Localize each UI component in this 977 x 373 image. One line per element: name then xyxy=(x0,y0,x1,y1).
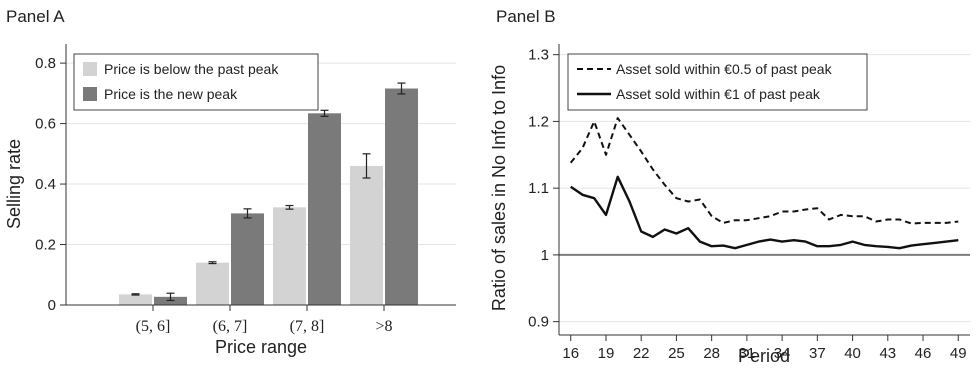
x-tick-label-28: 28 xyxy=(703,345,720,362)
x-tick-label-34: 34 xyxy=(774,345,791,362)
bar-price-is-below-the-past-peak-2 xyxy=(273,207,306,305)
x-tick-label-46: 46 xyxy=(915,345,932,362)
panel-b-legend-box xyxy=(567,53,868,111)
x-tick-label-0: (5, 6] xyxy=(136,318,171,335)
legend-label-new-peak: Price is the new peak xyxy=(104,86,238,102)
y-tick-label-1-1: 1.1 xyxy=(528,180,549,197)
panel-b-axes xyxy=(558,44,970,336)
y-tick-label-0-8: 0.8 xyxy=(35,55,56,72)
panel-a-title: Panel A xyxy=(6,7,65,26)
panel-b-legend: Asset sold within €0.5 of past peak Asse… xyxy=(567,53,868,111)
panel-b-title: Panel B xyxy=(496,7,556,26)
x-tick-label-37: 37 xyxy=(809,345,826,362)
x-tick-label-16: 16 xyxy=(562,345,579,362)
panel-a-legend-box xyxy=(73,53,319,111)
x-tick-label-25: 25 xyxy=(668,345,685,362)
panel-a-x-ticks: (5, 6] (6, 7] (7, 8] >8 xyxy=(136,305,393,335)
bar-price-is-below-the-past-peak-1 xyxy=(196,262,229,305)
panel-a-legend: Price is below the past peak Price is th… xyxy=(73,53,319,111)
panel-b-x-ticks: 16 19 22 25 28 31 34 37 40 43 46 49 xyxy=(562,335,967,362)
bar-price-is-below-the-past-peak-0 xyxy=(119,294,152,305)
series-line-asset-sold-within-1-of-past-peak xyxy=(570,175,959,250)
legend-label-below-peak: Price is below the past peak xyxy=(104,61,279,77)
x-tick-label-19: 19 xyxy=(598,345,615,362)
legend-swatch-below-peak xyxy=(83,62,97,76)
x-tick-label-40: 40 xyxy=(844,345,861,362)
y-tick-label-0-2: 0.2 xyxy=(35,237,56,254)
bar-price-is-the-new-peak-3 xyxy=(385,88,418,306)
bar-price-is-the-new-peak-2 xyxy=(308,113,341,306)
panel-b-x-axis-title: Period xyxy=(738,346,790,366)
x-tick-label-1: (6, 7] xyxy=(213,318,248,335)
y-tick-label-0: 0 xyxy=(48,297,56,314)
y-tick-label-0-9: 0.9 xyxy=(528,314,549,331)
x-tick-label-22: 22 xyxy=(633,345,650,362)
panel-b: Panel B 0.9 1 1.1 1.2 1.3 16 19 22 25 28 31 34 37 40… xyxy=(489,7,970,366)
y-tick-label-0-4: 0.4 xyxy=(35,176,56,193)
bar-price-is-the-new-peak-1 xyxy=(231,213,264,305)
x-tick-label-49: 49 xyxy=(950,345,967,362)
panel-a-y-axis-title: Selling rate xyxy=(4,139,24,229)
bar-price-is-below-the-past-peak-3 xyxy=(350,165,383,305)
y-tick-label-1: 1 xyxy=(541,247,549,264)
panel-a: Panel A 0 0.2 0.4 0.6 0.8 (5, 6] (6, 7] (7, 8]… xyxy=(4,7,456,357)
panel-a-bars xyxy=(119,82,418,306)
panel-a-axes xyxy=(65,44,456,306)
legend-swatch-new-peak xyxy=(83,87,97,101)
x-tick-label-31: 31 xyxy=(739,345,756,362)
panel-b-y-ticks: 0.9 1 1.1 1.2 1.3 xyxy=(528,47,559,331)
y-tick-label-0-6: 0.6 xyxy=(35,116,56,133)
panel-a-x-axis-title: Price range xyxy=(215,337,307,357)
legend-label-half-euro: Asset sold within €0.5 of past peak xyxy=(616,61,833,77)
panel-b-y-axis-title: Ratio of sales in No Info to Info xyxy=(489,65,509,311)
x-tick-label-3: >8 xyxy=(375,318,392,335)
y-tick-label-1-2: 1.2 xyxy=(528,113,549,130)
x-tick-label-43: 43 xyxy=(879,345,896,362)
panel-a-y-ticks: 0 0.2 0.4 0.6 0.8 xyxy=(35,55,66,314)
series-line-asset-sold-within-0-5-of-past-peak xyxy=(569,117,959,225)
panel-b-lines xyxy=(569,117,959,250)
x-tick-label-2: (7, 8] xyxy=(290,318,325,335)
legend-label-one-euro: Asset sold within €1 of past peak xyxy=(616,86,821,102)
y-tick-label-1-3: 1.3 xyxy=(528,47,549,64)
